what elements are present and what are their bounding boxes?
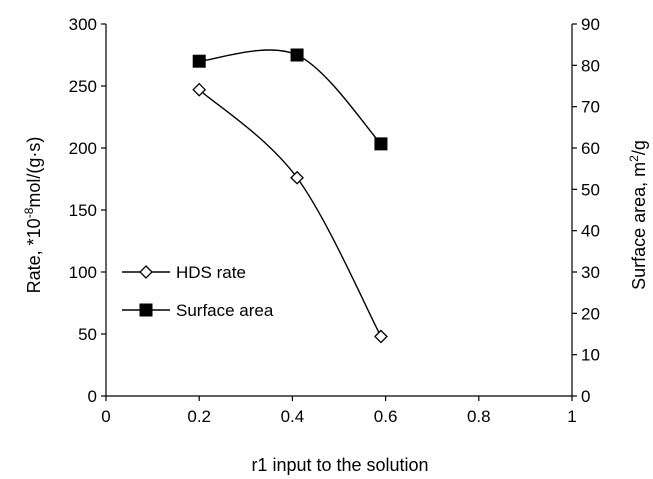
y-left-tick-label: 150 (69, 201, 97, 220)
y-right-tick-label: 90 (581, 15, 600, 34)
y-right-tick-label: 80 (581, 56, 600, 75)
y-right-tick-label: 50 (581, 180, 600, 199)
x-axis-title: r1 input to the solution (251, 455, 428, 475)
y-left-tick-label: 200 (69, 139, 97, 158)
y-right-tick-label: 20 (581, 304, 600, 323)
legend-marker-hds-rate (139, 265, 153, 279)
y-left-tick-label: 0 (88, 387, 97, 406)
svg-text:Surface area, m2/g: Surface area, m2/g (627, 140, 649, 290)
y-right-tick-label: 60 (581, 139, 600, 158)
y-left-tick-label: 100 (69, 263, 97, 282)
hds-rate-point (374, 329, 388, 344)
legend-label-surface-area: Surface area (176, 301, 274, 320)
y-right-tick-label: 0 (581, 387, 590, 406)
y-right-tick-label: 40 (581, 222, 600, 241)
y-left-tick-label: 250 (69, 77, 97, 96)
x-tick-label: 0.8 (467, 407, 491, 426)
x-tick-label: 1 (567, 407, 576, 426)
surface-area-line (199, 49, 382, 145)
plot-area: 0 50 100 150 200 250 300 0 10 20 30 40 50 60 70 80 90 0 0.… (69, 15, 600, 426)
hds-rate-point (192, 82, 207, 97)
y-right-tick-label: 30 (581, 263, 600, 282)
y-axis-left-title-sup: -8 (22, 207, 36, 218)
x-tick-label: 0.4 (281, 407, 305, 426)
y-right-tick-label: 10 (581, 346, 600, 365)
legend-label-hds-rate: HDS rate (176, 263, 246, 282)
surface-area-point (192, 54, 206, 68)
surface-area-point (374, 137, 388, 151)
legend-marker-surface-area (139, 303, 153, 317)
y-axis-right-title-tail: /g (629, 140, 649, 155)
y-right-tick-label: 70 (581, 98, 600, 117)
y-axis-right-title-main: Surface area, m (629, 162, 649, 290)
x-tick-label: 0.6 (374, 407, 398, 426)
y-left-tick-label: 50 (78, 325, 97, 344)
y-axis-left-title: Rate, *10-8mol/(g·s) (22, 137, 44, 294)
y-axis-left-title-tail: mol/(g·s) (24, 137, 44, 208)
surface-area-point (290, 48, 304, 62)
svg-text:Rate, *10-8mol/(g·s): Rate, *10-8mol/(g·s) (22, 137, 44, 294)
y-axis-right-title-sup: 2 (627, 155, 641, 162)
hds-rate-point (290, 170, 304, 185)
y-axis-left-title-main: Rate, *10 (24, 218, 44, 293)
hds-rate-line (198, 89, 382, 337)
y-left-tick-label: 300 (69, 15, 97, 34)
x-tick-label: 0.2 (187, 407, 211, 426)
y-axis-right-title: Surface area, m2/g (627, 140, 649, 290)
x-tick-label: 0 (101, 407, 110, 426)
